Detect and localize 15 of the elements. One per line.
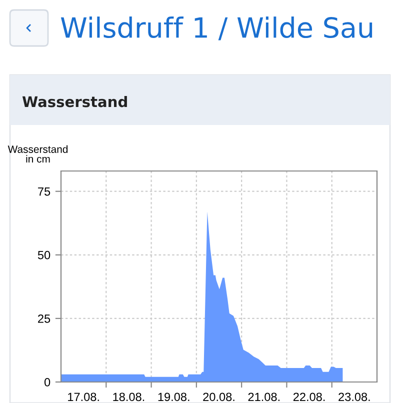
text: in cm [26,155,50,163]
x-tick-label: 18.08. [113,392,144,402]
x-tick-label: 21.08. [248,392,280,402]
y-tick-label: 0 [44,378,50,386]
x-tick-label: 23.08. [338,392,370,402]
chart-title: Wilsdruff 1 / Wilde Sau [60,16,372,40]
x-tick-label: 17.08. [68,392,99,402]
y-tick-label: 50 [38,250,50,260]
x-tick-label: 20.08. [203,392,234,402]
text: Wasserstand [22,96,127,108]
x-tick-label: 22.08. [293,392,325,402]
x-tick-label: 19.08. [158,392,190,402]
chart-subtitle: Wasserstand [8,145,68,153]
y-tick-label: 25 [38,314,50,323]
y-tick-label: 75 [38,187,50,196]
